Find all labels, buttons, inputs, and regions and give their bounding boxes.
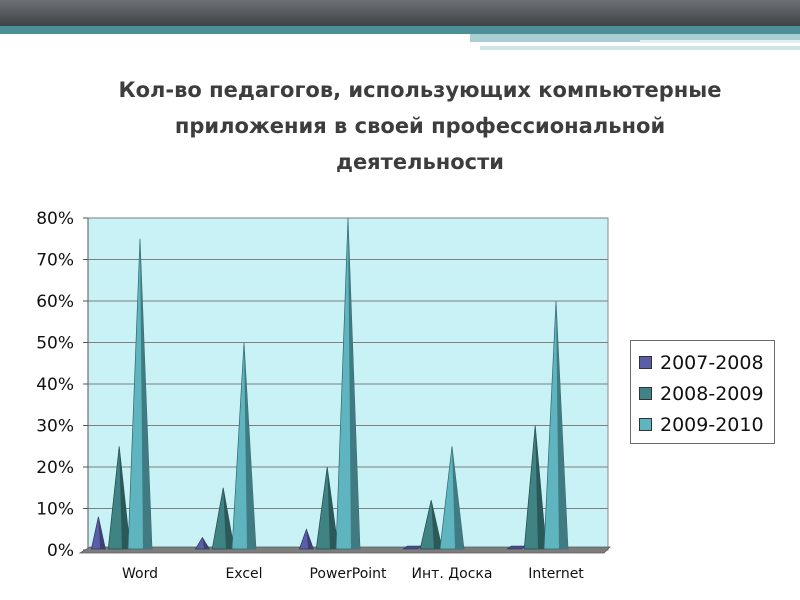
cone-shade (452, 446, 464, 549)
y-tick-label: 50% (36, 334, 74, 354)
legend-swatch (639, 356, 652, 369)
slide-accent-line (640, 40, 800, 43)
chart-title: Кол-во педагогов, использующих компьютер… (118, 78, 722, 174)
slide-accent-line (480, 46, 800, 50)
legend-swatch (639, 387, 652, 400)
y-tick-label: 60% (36, 292, 74, 312)
legend-swatch (639, 418, 652, 431)
legend-item: 2007-2008 (639, 347, 774, 378)
chart-legend: 2007-2008 2008-2009 2009-2010 (630, 340, 775, 444)
slide-top-bar (0, 0, 800, 26)
x-tick-label: Word (122, 566, 158, 582)
slide-top-strip (0, 26, 800, 34)
y-tick-label: 30% (36, 417, 74, 437)
cone-shade (119, 446, 131, 549)
y-tick-label: 40% (36, 375, 74, 395)
cone-shade (98, 516, 106, 549)
cone-shade (244, 342, 256, 549)
cone-shade (348, 218, 360, 549)
cone-shade (306, 529, 314, 549)
legend-label: 2009-2010 (660, 413, 764, 436)
y-tick-label: 80% (36, 209, 74, 229)
x-tick-label: Internet (528, 566, 584, 582)
y-tick-label: 10% (36, 500, 74, 520)
legend-label: 2007-2008 (660, 351, 764, 374)
y-tick-label: 70% (36, 251, 74, 271)
cone-shade (140, 238, 152, 549)
x-tick-label: Инт. Доска (412, 566, 493, 582)
cone-shade (223, 487, 235, 549)
legend-item: 2009-2010 (639, 409, 774, 440)
legend-item: 2008-2009 (639, 378, 774, 409)
cone-shade (202, 537, 210, 549)
y-tick-label: 20% (36, 458, 74, 478)
legend-label: 2008-2009 (660, 382, 764, 405)
cone-shade (431, 500, 443, 549)
x-tick-label: Excel (225, 566, 262, 582)
cone-shade (327, 467, 339, 549)
cone-shade (535, 425, 547, 549)
cone-shade (556, 301, 568, 549)
slide-accent-line (470, 34, 800, 42)
y-tick-label: 0% (47, 541, 74, 561)
x-tick-label: PowerPoint (309, 566, 387, 582)
